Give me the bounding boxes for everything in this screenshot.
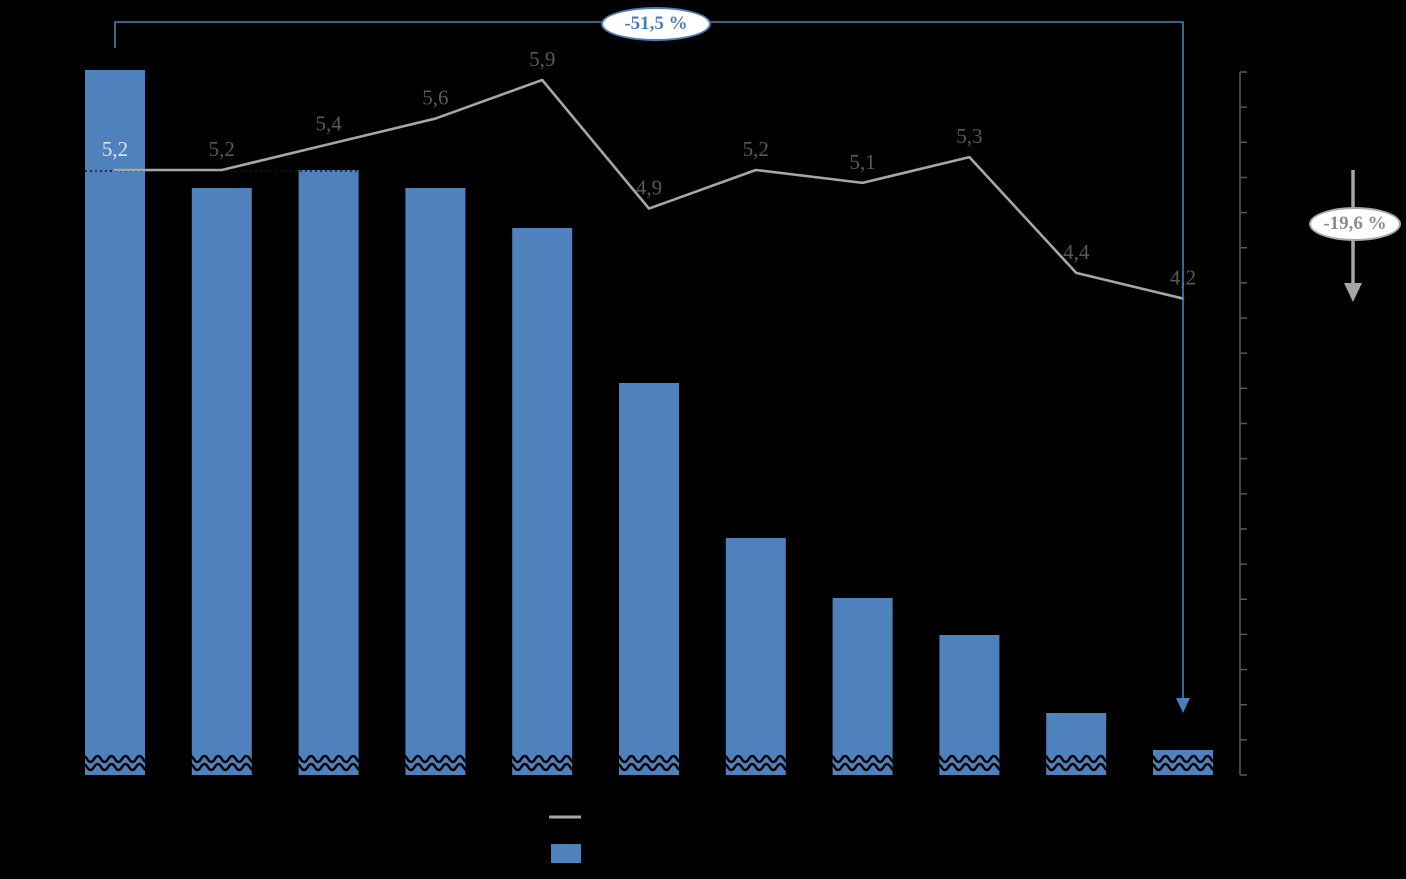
axis-break-wave [1146,754,1220,764]
line-data-label: 5,9 [529,47,555,71]
bar-column [85,70,145,775]
axis-break-wave [506,754,579,764]
axis-break-wave [719,754,792,764]
axis-break-wave [1146,762,1220,772]
legend-bar-swatch [551,844,581,863]
line-data-label: 5,2 [209,137,235,161]
bar-column [191,188,252,775]
line-data-label: 5,1 [849,150,875,174]
axis-break-wave [826,762,899,772]
axis-break-wave [933,754,1006,764]
line-data-label: 5,3 [956,124,982,148]
line-change-arrowhead [1344,283,1362,302]
bar-column [619,383,679,775]
bar-column [939,635,1000,775]
line-data-label: 5,2 [102,137,128,161]
axis-break-wave [612,754,686,764]
axis-break-wave [292,762,365,772]
axis-break-wave [78,754,152,764]
line-series [113,78,1185,300]
axis-break-wave [399,754,472,764]
axis-break-wave [78,762,152,772]
axis-break-wave [185,754,258,764]
axis-break-wave [292,754,365,764]
bar-column [298,170,359,775]
axis-break-wave [1040,754,1113,764]
line-change-badge: -19,6 % [1309,207,1401,241]
axis-break-wave [1040,762,1113,772]
total-change-badge: -51,5 % [601,7,711,41]
axis-break-wave [719,762,792,772]
bar-column [832,598,893,775]
line-data-label: 4,9 [636,176,662,200]
line-data-label: 5,6 [422,86,448,110]
axis-break-wave [399,762,472,772]
line-data-label: 5,4 [315,111,342,135]
bar-column [1153,750,1213,775]
axis-break-wave [185,762,258,772]
bar-column [512,228,573,775]
axis-break-wave [506,762,579,772]
line-data-label: 5,2 [743,137,769,161]
total-change-arrowhead [1176,698,1190,713]
axis-break-wave [933,762,1006,772]
line-data-label: 4,4 [1063,240,1090,264]
bar-column [405,188,466,775]
axis-break-wave [612,762,686,772]
bar-column [725,538,786,775]
axis-break-wave [826,754,899,764]
